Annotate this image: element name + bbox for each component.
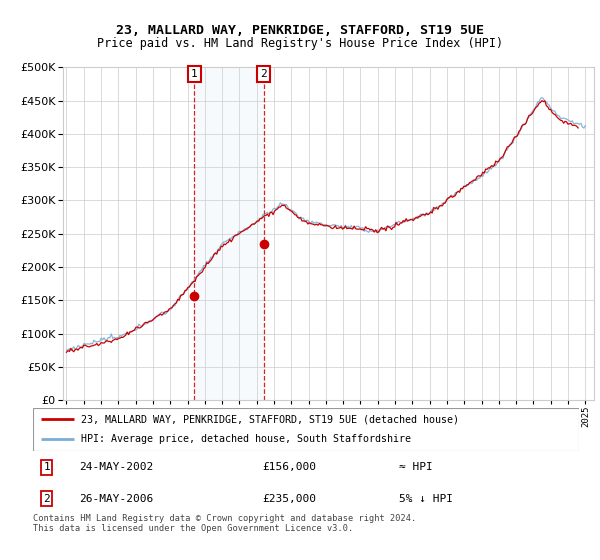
Text: 23, MALLARD WAY, PENKRIDGE, STAFFORD, ST19 5UE: 23, MALLARD WAY, PENKRIDGE, STAFFORD, ST… bbox=[116, 24, 484, 36]
Text: 1: 1 bbox=[191, 69, 197, 79]
Text: Price paid vs. HM Land Registry's House Price Index (HPI): Price paid vs. HM Land Registry's House … bbox=[97, 37, 503, 50]
Text: 1: 1 bbox=[43, 462, 50, 472]
Text: 2: 2 bbox=[43, 494, 50, 504]
Text: 5% ↓ HPI: 5% ↓ HPI bbox=[399, 494, 453, 504]
Text: 23, MALLARD WAY, PENKRIDGE, STAFFORD, ST19 5UE (detached house): 23, MALLARD WAY, PENKRIDGE, STAFFORD, ST… bbox=[81, 414, 459, 424]
Text: ≈ HPI: ≈ HPI bbox=[399, 462, 433, 472]
Text: 2: 2 bbox=[260, 69, 267, 79]
Bar bbox=[194, 67, 263, 400]
Text: £235,000: £235,000 bbox=[262, 494, 316, 504]
Text: 24-MAY-2002: 24-MAY-2002 bbox=[79, 462, 154, 472]
Text: Contains HM Land Registry data © Crown copyright and database right 2024.
This d: Contains HM Land Registry data © Crown c… bbox=[33, 514, 416, 534]
Text: £156,000: £156,000 bbox=[262, 462, 316, 472]
Text: HPI: Average price, detached house, South Staffordshire: HPI: Average price, detached house, Sout… bbox=[81, 434, 411, 444]
Text: 26-MAY-2006: 26-MAY-2006 bbox=[79, 494, 154, 504]
